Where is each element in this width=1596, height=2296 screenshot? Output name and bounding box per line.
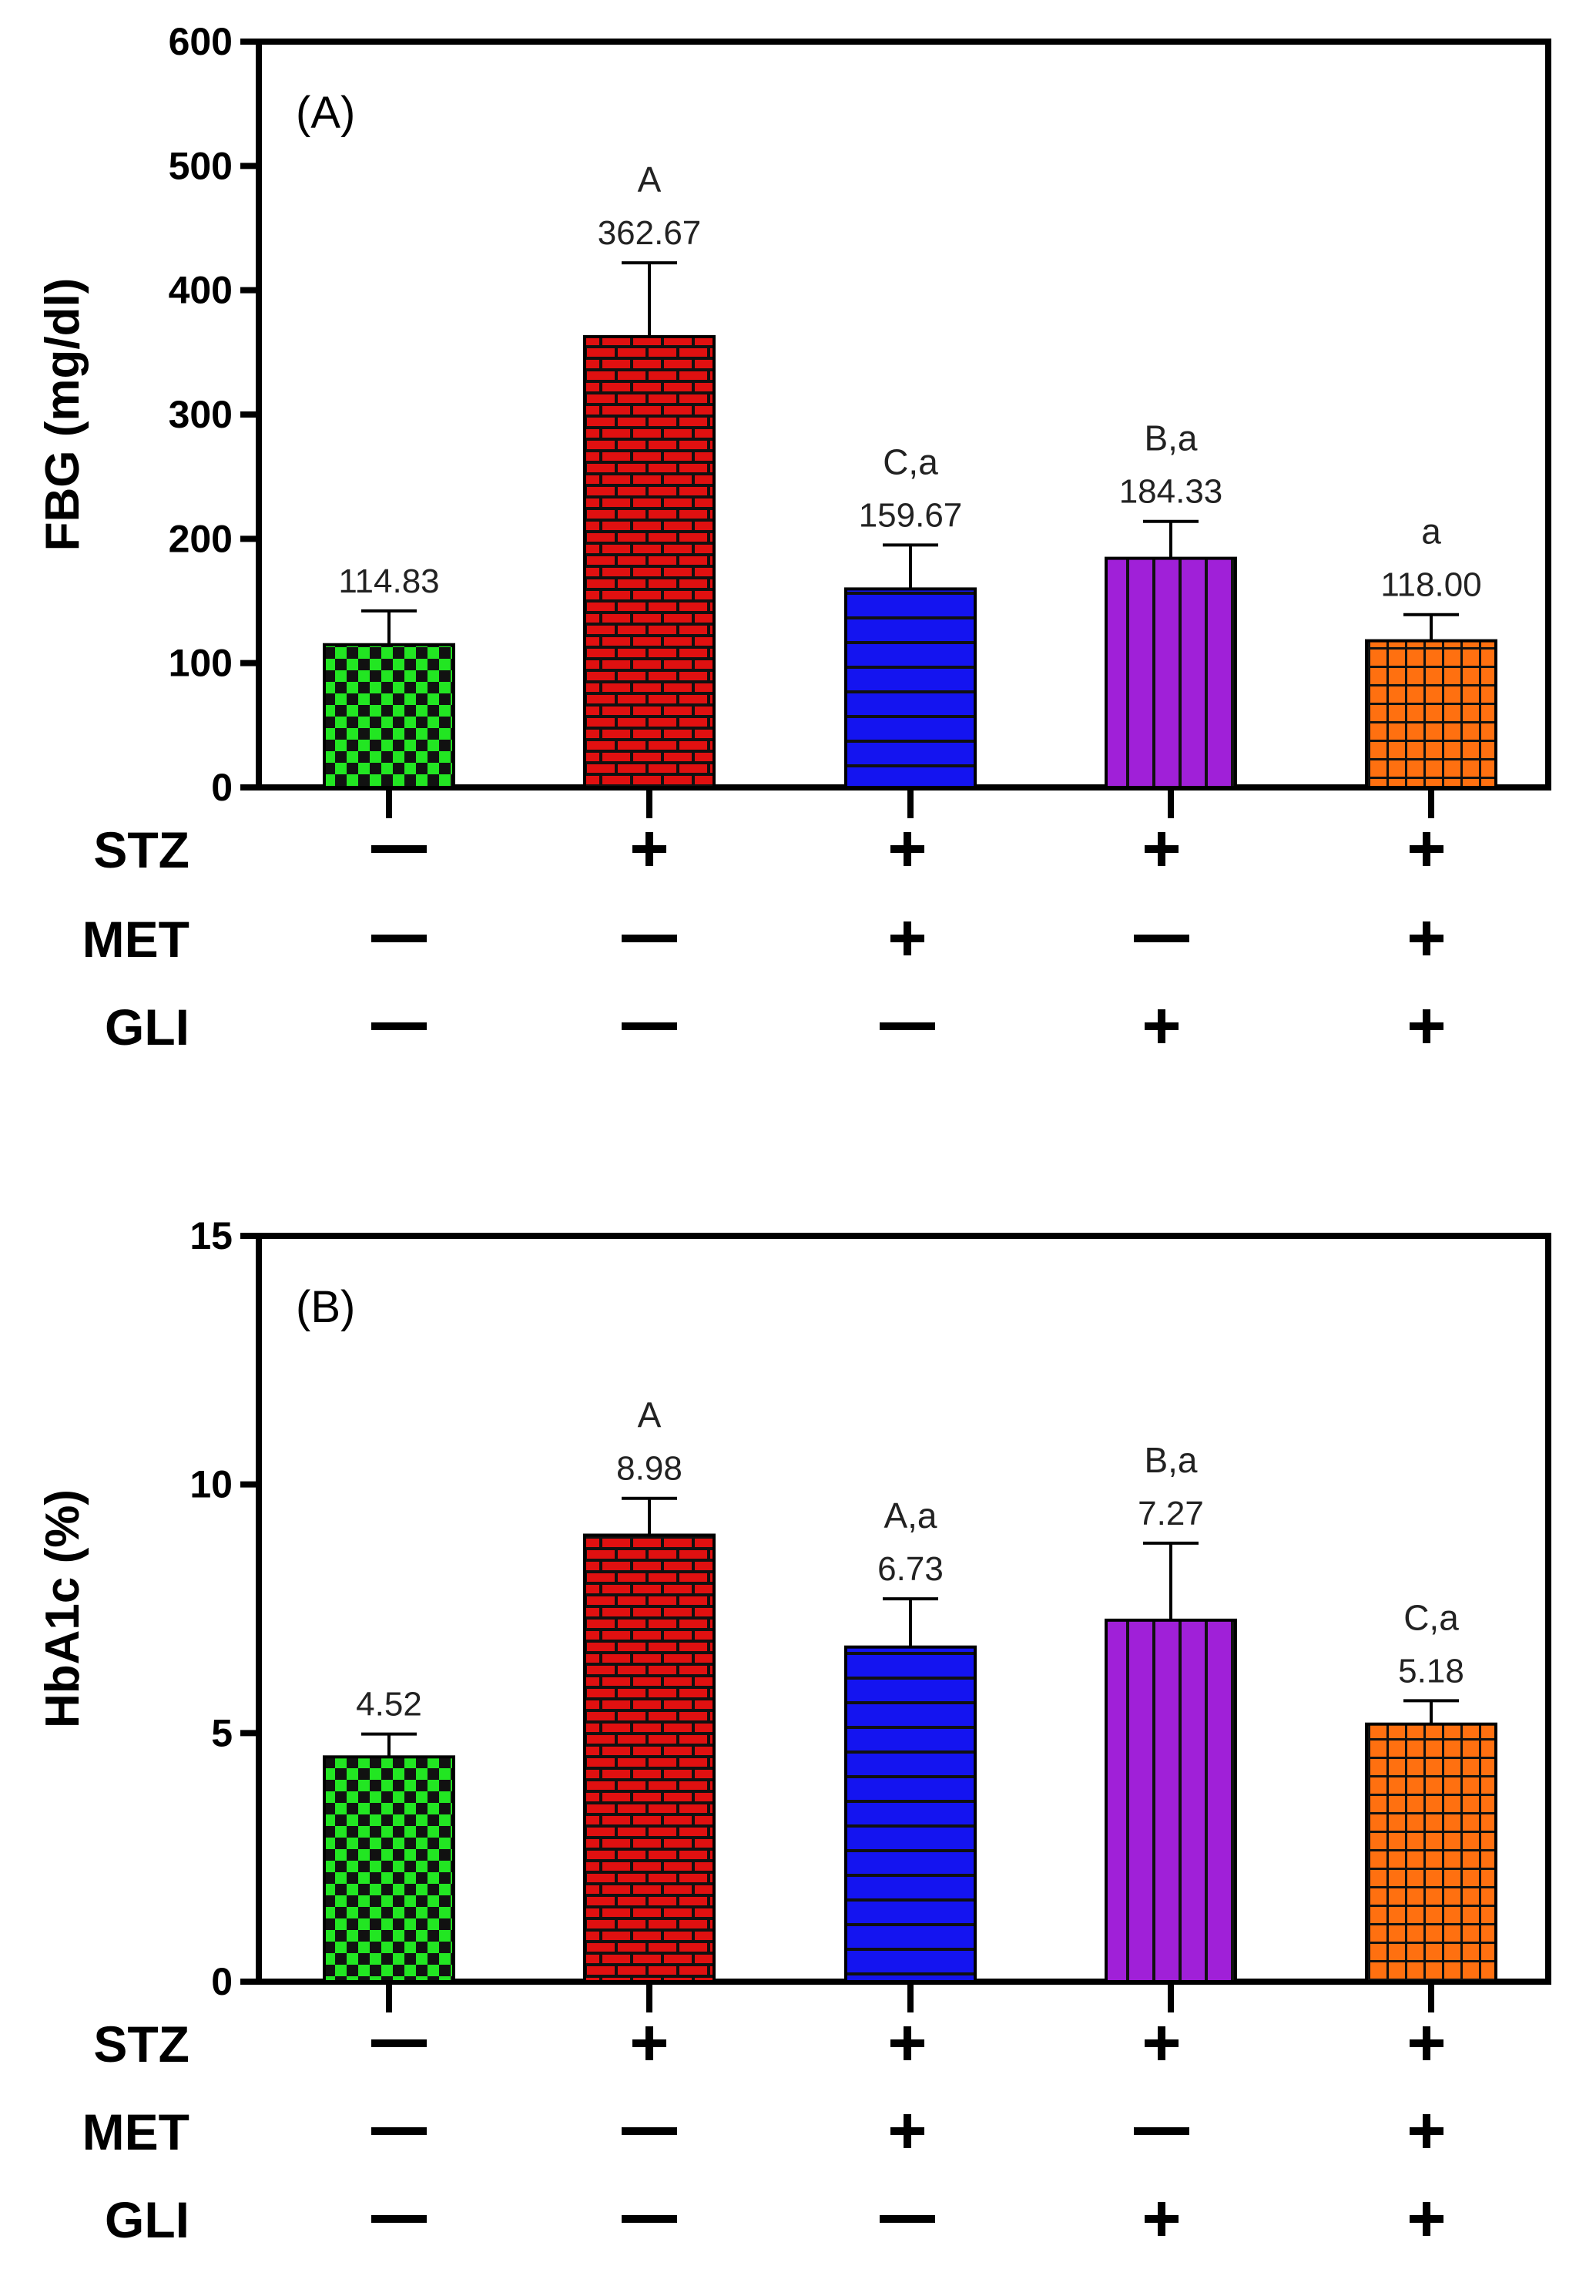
panel-label: (A) — [296, 88, 355, 138]
treatment-symbol: + — [907, 956, 908, 958]
bar — [844, 587, 977, 789]
data-label: 114.83 — [338, 562, 439, 600]
treatment-symbol: — — [399, 2061, 400, 2063]
treatment-symbol: + — [907, 867, 908, 868]
bar — [323, 1755, 455, 1983]
bar — [323, 643, 455, 789]
y-tick-label: 100 — [169, 642, 233, 685]
y-tick-label: 500 — [169, 144, 233, 187]
y-tick-label: 5 — [211, 1711, 233, 1754]
y-tick-label: 400 — [169, 269, 233, 312]
significance-label: A — [638, 1395, 662, 1435]
data-label: 184.33 — [1119, 473, 1223, 511]
bar — [844, 1645, 977, 1983]
treatment-symbol: — — [399, 2149, 400, 2150]
bar — [1105, 556, 1237, 789]
bar — [1105, 1618, 1237, 1984]
y-tick-label: 15 — [189, 1214, 233, 1257]
bar — [583, 1533, 716, 1984]
treatment-symbol: + — [649, 2061, 650, 2063]
panel-a: 0 100 200 300 400 500 600 FBG (mg/dl) (A) 114.83 3… — [36, 20, 1551, 1056]
treatment-symbol: — — [649, 2237, 650, 2238]
treatment-label: MET — [82, 2103, 189, 2160]
y-tick-label: 0 — [211, 1960, 233, 2003]
treatment-symbol: — — [399, 1044, 400, 1046]
data-label: 8.98 — [616, 1450, 682, 1488]
significance-label: C,a — [1403, 1597, 1459, 1637]
treatment-symbol: — — [399, 867, 400, 868]
treatment-label: STZ — [93, 821, 189, 878]
significance-label: B,a — [1144, 1440, 1197, 1480]
data-label: 4.52 — [356, 1686, 422, 1724]
y-tick-label: 300 — [169, 393, 233, 436]
data-label: 5.18 — [1398, 1652, 1464, 1690]
bar — [1365, 1722, 1497, 1983]
data-label: 159.67 — [859, 496, 963, 534]
bar — [583, 334, 716, 789]
treatment-symbol: + — [907, 2149, 908, 2150]
treatment-symbol: + — [907, 2061, 908, 2063]
treatment-symbol: — — [399, 2237, 400, 2238]
bar — [1365, 639, 1497, 789]
y-tick-label: 0 — [211, 766, 233, 809]
treatment-label: STZ — [93, 2016, 189, 2073]
significance-label: C,a — [883, 441, 938, 482]
treatment-symbol: — — [399, 956, 400, 958]
treatment-symbol: — — [907, 1044, 908, 1046]
significance-label: a — [1421, 512, 1441, 552]
treatment-label: MET — [82, 911, 189, 968]
panel-label: (B) — [296, 1282, 355, 1332]
y-tick-label: 600 — [169, 20, 233, 63]
y-tick-label: 10 — [189, 1463, 233, 1506]
data-label: 118.00 — [1380, 566, 1481, 604]
significance-label: A,a — [884, 1495, 937, 1536]
data-label: 6.73 — [877, 1550, 944, 1588]
data-label: 362.67 — [598, 214, 702, 252]
significance-label: B,a — [1144, 418, 1197, 458]
y-axis-label: FBG (mg/dl) — [36, 278, 89, 552]
y-tick-label: 200 — [169, 517, 233, 560]
treatment-symbol: + — [649, 867, 650, 868]
panel-b: 0 5 10 15 HbA1c (%) (B) 4.52 8.98 A 6.73 A,a 7.27 B,… — [36, 1214, 1551, 2248]
significance-label: A — [638, 159, 662, 200]
data-label: 7.27 — [1138, 1495, 1204, 1532]
treatment-label: GLI — [105, 999, 189, 1056]
treatment-symbol: — — [649, 2149, 650, 2150]
treatment-label: GLI — [105, 2191, 189, 2248]
treatment-symbol: — — [649, 1044, 650, 1046]
y-axis-label: HbA1c (%) — [36, 1489, 89, 1728]
treatment-symbol: — — [649, 956, 650, 958]
treatment-symbol: — — [907, 2237, 908, 2238]
